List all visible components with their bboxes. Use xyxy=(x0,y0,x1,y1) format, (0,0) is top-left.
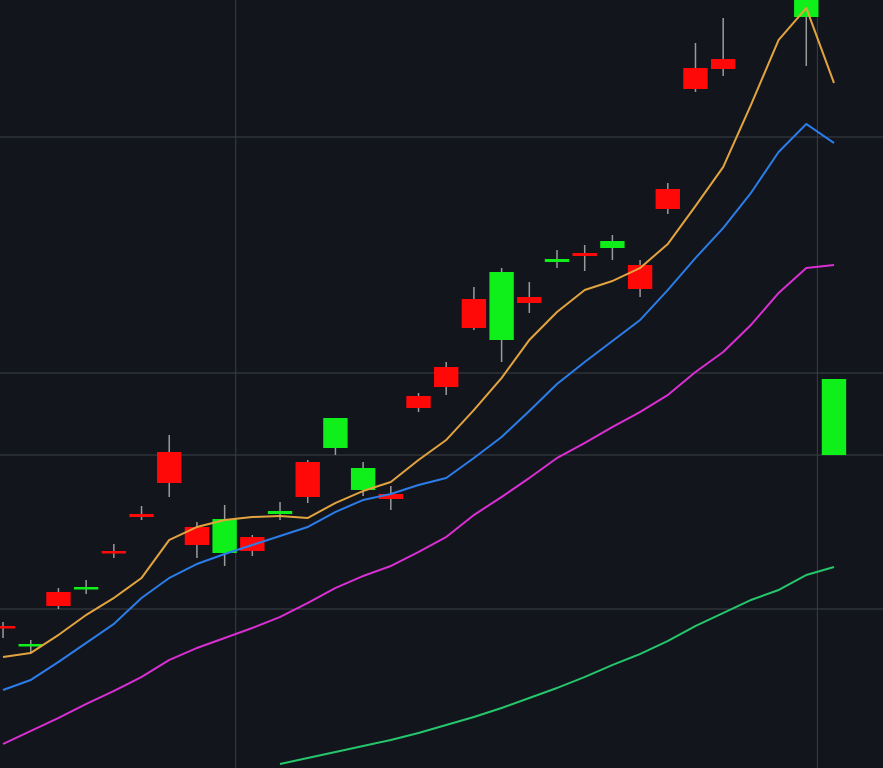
candle-body xyxy=(323,418,348,448)
candle-body xyxy=(600,241,625,248)
candle-body xyxy=(350,468,376,490)
candle-body xyxy=(489,272,514,340)
candle-body xyxy=(517,297,542,303)
candle-body xyxy=(572,253,597,256)
candle-body xyxy=(212,519,237,553)
candle-body xyxy=(434,367,459,387)
moving-average-line xyxy=(2,264,835,745)
candle-body xyxy=(295,462,320,497)
candle-body xyxy=(821,379,847,455)
candle-body xyxy=(406,396,431,408)
candle-body xyxy=(544,259,570,262)
candle-body xyxy=(461,299,487,328)
candle-body xyxy=(184,527,210,545)
candle-body xyxy=(655,189,680,209)
moving-average-line xyxy=(2,7,835,658)
candle-body xyxy=(0,626,16,629)
candle-body xyxy=(73,587,99,590)
candle-body xyxy=(157,452,182,483)
moving-average-line xyxy=(2,123,835,691)
candle-body xyxy=(267,511,293,514)
candle-body xyxy=(101,551,127,554)
candle-body xyxy=(129,514,154,517)
candle-body xyxy=(378,494,404,499)
moving-average-line xyxy=(279,566,835,765)
candle-body xyxy=(46,592,71,606)
candle-body xyxy=(683,68,708,89)
candle-body xyxy=(710,59,736,69)
candle-body xyxy=(18,644,43,647)
